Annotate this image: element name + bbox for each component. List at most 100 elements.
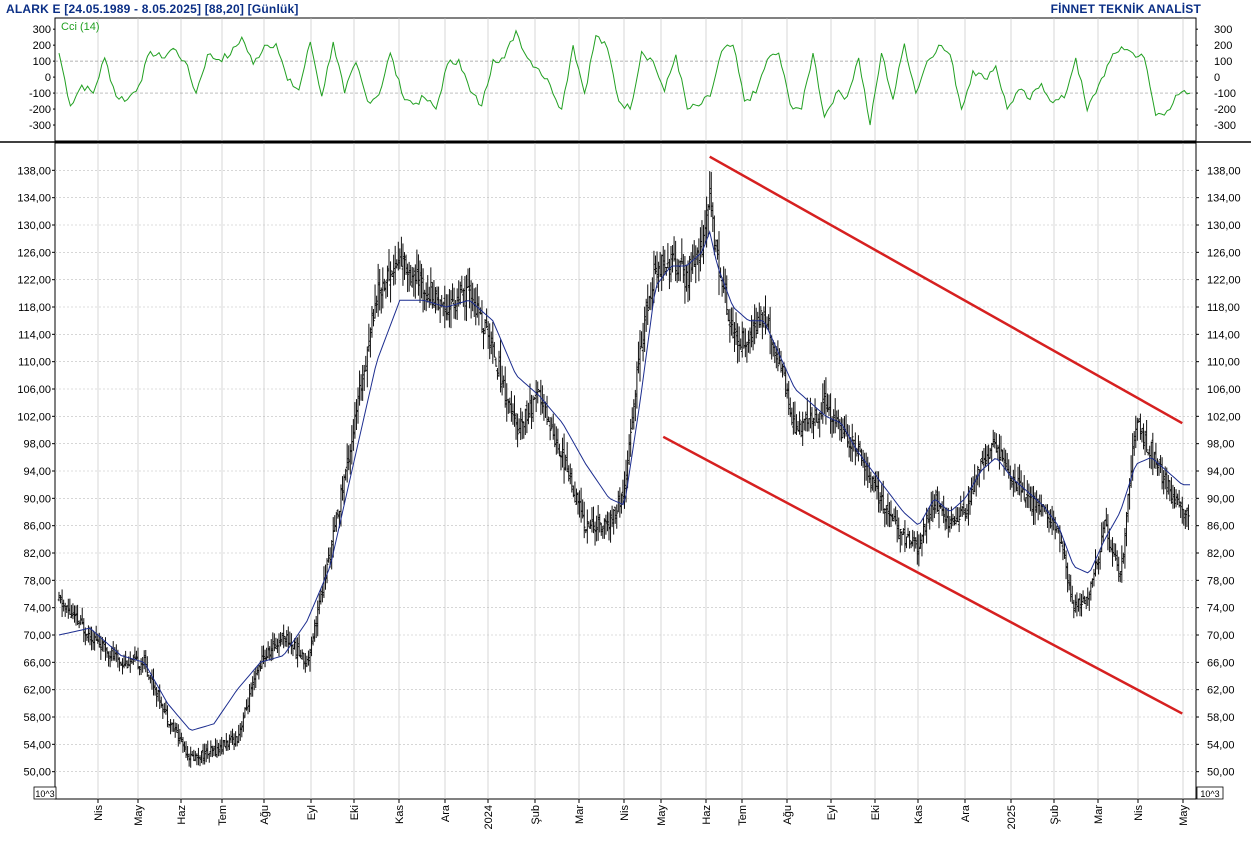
x-tick-label: Eyl xyxy=(826,805,838,820)
price-left-tick-label: 98,00 xyxy=(23,439,51,451)
price-bar xyxy=(898,528,902,553)
x-tick-label: Mar xyxy=(574,805,586,824)
price-left-tick-label: 130,00 xyxy=(17,220,51,232)
x-tick-label: Haz xyxy=(701,805,713,825)
price-right-tick-label: 54,00 xyxy=(1207,739,1235,751)
cci-left-tick-label: 0 xyxy=(45,72,51,84)
x-tick-label: Ağu xyxy=(259,805,271,825)
price-left-tick-label: 106,00 xyxy=(17,384,51,396)
x-tick-label: Şub xyxy=(530,805,542,825)
cci-left-tick-label: 100 xyxy=(33,56,51,68)
cci-right-tick-label: -100 xyxy=(1214,88,1236,100)
price-panel-frame xyxy=(54,142,1197,800)
price-right-tick-label: 78,00 xyxy=(1207,575,1235,587)
cci-left-tick-label: -200 xyxy=(29,104,51,116)
x-tick-label: May xyxy=(1178,805,1190,826)
cci-right-tick-label: -200 xyxy=(1214,104,1236,116)
price-bar xyxy=(372,309,375,327)
price-left-tick-label: 86,00 xyxy=(23,521,51,533)
price-left-tick-label: 126,00 xyxy=(17,247,51,259)
price-bar xyxy=(1145,419,1148,453)
price-left-tick-label: 138,00 xyxy=(17,165,51,177)
x-tick-label: Eyl xyxy=(306,805,318,820)
price-right-tick-label: 82,00 xyxy=(1207,548,1235,560)
price-right-tick-label: 102,00 xyxy=(1207,411,1241,423)
cci-legend-label: Cci (14) xyxy=(61,21,100,33)
price-left-tick-label: 102,00 xyxy=(17,411,51,423)
x-tick-label: 2024 xyxy=(483,805,495,829)
price-left-tick-label: 70,00 xyxy=(23,630,51,642)
x-tick-label: Tem xyxy=(737,805,749,826)
price-left-tick-label: 94,00 xyxy=(23,466,51,478)
price-left-tick-label: 114,00 xyxy=(18,329,51,341)
cci-right-tick-label: 0 xyxy=(1214,72,1220,84)
cci-line xyxy=(58,29,1191,126)
price-left-tick-label: 122,00 xyxy=(17,275,51,287)
price-left-tick-label: 66,00 xyxy=(23,657,51,669)
price-right-tick-label: 130,00 xyxy=(1207,220,1241,232)
price-right-tick-label: 126,00 xyxy=(1207,247,1241,259)
price-left-tick-label: 62,00 xyxy=(23,685,51,697)
price-bar xyxy=(957,507,961,533)
x-tick-label: Kas xyxy=(913,805,925,824)
price-left-tick-label: 54,00 xyxy=(23,739,51,751)
price-left-tick-label: 118,00 xyxy=(18,302,51,314)
price-right-tick-label: 58,00 xyxy=(1207,712,1235,724)
x-tick-label: Nis xyxy=(619,805,631,821)
indicator-panel-frame xyxy=(54,17,1197,142)
price-right-tick-label: 122,00 xyxy=(1207,275,1241,287)
price-right-tick-label: 98,00 xyxy=(1207,439,1235,451)
price-bar xyxy=(516,413,519,448)
price-bar xyxy=(776,340,780,372)
price-bar xyxy=(638,330,642,382)
price-bar xyxy=(908,530,911,549)
brand-label: FİNNET TEKNİK ANALİST xyxy=(1050,2,1201,16)
cci-right-tick-label: 300 xyxy=(1214,24,1232,36)
x-tick-label: Eki xyxy=(349,805,361,820)
price-left-tick-label: 90,00 xyxy=(23,493,51,505)
x-tick-label: 2025 xyxy=(1006,805,1018,829)
cci-right-tick-label: 200 xyxy=(1214,40,1232,52)
price-left-tick-label: 50,00 xyxy=(23,767,51,779)
chart-title: ALARK E [24.05.1989 - 8.05.2025] [88,20]… xyxy=(6,2,299,16)
price-right-tick-label: 74,00 xyxy=(1207,603,1235,615)
price-bar xyxy=(242,712,245,732)
cci-right-tick-label: -300 xyxy=(1214,120,1236,132)
price-bar xyxy=(325,558,329,584)
price-bar xyxy=(166,705,169,728)
price-right-tick-label: 66,00 xyxy=(1207,657,1235,669)
price-right-tick-label: 62,00 xyxy=(1207,685,1235,697)
unit-box-right xyxy=(1196,786,1224,800)
price-bar xyxy=(1187,504,1190,531)
channel-lower-line xyxy=(662,435,1183,715)
price-bar xyxy=(493,341,496,358)
price-right-tick-label: 50,00 xyxy=(1207,767,1235,779)
price-left-tick-label: 134,00 xyxy=(17,193,51,205)
x-tick-label: Kas xyxy=(394,805,406,824)
price-left-tick-label: 74,00 xyxy=(23,603,51,615)
moving-average-line xyxy=(58,230,1190,731)
price-bar xyxy=(494,357,498,367)
x-tick-label: May xyxy=(133,805,145,826)
price-bar xyxy=(449,290,453,329)
price-left-tick-label: 78,00 xyxy=(23,575,51,587)
x-tick-label: Şub xyxy=(1049,805,1061,825)
price-bar xyxy=(125,660,129,669)
price-bar xyxy=(646,284,650,326)
x-tick-label: Ara xyxy=(960,804,972,822)
x-tick-label: Ağu xyxy=(782,805,794,825)
price-bar xyxy=(548,417,552,441)
price-right-tick-label: 114,00 xyxy=(1207,329,1240,341)
price-bar xyxy=(1080,593,1083,617)
x-tick-label: Nis xyxy=(93,805,105,821)
cci-left-tick-label: -100 xyxy=(29,88,51,100)
cci-right-tick-label: 100 xyxy=(1214,56,1232,68)
x-tick-label: Eki xyxy=(870,805,882,820)
price-bar xyxy=(798,411,801,435)
x-tick-label: Mar xyxy=(1093,805,1105,824)
x-tick-label: Tem xyxy=(217,805,229,826)
price-right-tick-label: 118,00 xyxy=(1207,302,1240,314)
unit-box-left xyxy=(33,786,57,800)
x-tick-label: May xyxy=(656,805,668,826)
